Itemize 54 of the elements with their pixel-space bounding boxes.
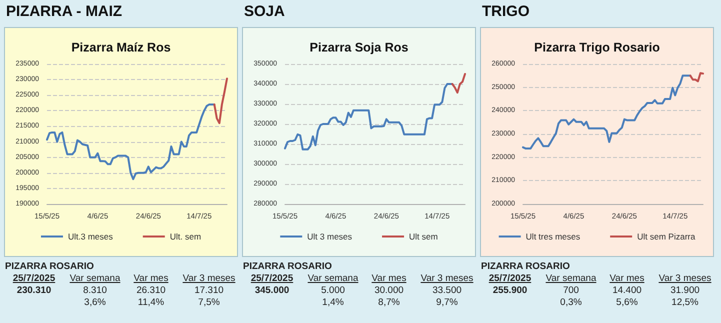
text: PIZARRA ROSARIO xyxy=(243,261,332,272)
text: Var 3 meses xyxy=(420,273,474,284)
text: 5,6% xyxy=(615,297,639,308)
text: Var mes xyxy=(608,273,646,284)
text: 9,7% xyxy=(435,297,459,308)
line-series xyxy=(451,73,466,94)
text: 25/7/2025 xyxy=(488,273,532,284)
text: 7,5% xyxy=(197,297,221,308)
text: Var mes xyxy=(370,273,408,284)
legend-label: Ult sem Pizarra xyxy=(637,232,696,242)
text: 345.000 xyxy=(254,285,290,296)
legend-label: Ult 3 meses xyxy=(307,232,352,242)
text: 17.310 xyxy=(193,285,225,296)
text: 5.000 xyxy=(320,285,346,296)
line-series xyxy=(213,78,228,124)
text: 30.000 xyxy=(373,285,405,296)
chart-title: TRIGO xyxy=(482,3,530,20)
line-series xyxy=(284,83,454,150)
text: 31.900 xyxy=(669,285,701,296)
chart-subtitle: Pizarra Trigo Rosario xyxy=(534,40,660,54)
text: 26.310 xyxy=(135,285,167,296)
line-series xyxy=(689,72,704,82)
text: Var semana xyxy=(68,273,122,284)
chart-subtitle: Pizarra Soja Ros xyxy=(310,40,408,54)
text: PIZARRA ROSARIO xyxy=(481,261,570,272)
text: 12,5% xyxy=(670,297,700,308)
text: 700 xyxy=(562,285,580,296)
text: Var mes xyxy=(132,273,170,284)
text: 11,4% xyxy=(136,297,166,308)
text: 14.400 xyxy=(611,285,643,296)
text: 1,4% xyxy=(321,297,345,308)
chart-title: PIZARRA - MAIZ xyxy=(6,3,122,20)
text: 3,6% xyxy=(83,297,107,308)
text: 25/7/2025 xyxy=(250,273,294,284)
text: PIZARRA ROSARIO xyxy=(5,261,94,272)
line-series xyxy=(46,103,216,180)
legend-label: Ult tres meses xyxy=(526,232,580,242)
text: Var 3 meses xyxy=(658,273,712,284)
text: 25/7/2025 xyxy=(12,273,56,284)
legend-label: Ult sem xyxy=(409,232,438,242)
chart-title: SOJA xyxy=(244,3,285,20)
line-series xyxy=(522,74,692,150)
text: 255.900 xyxy=(492,285,528,296)
text: Var semana xyxy=(544,273,598,284)
legend-label: Ult. sem xyxy=(170,232,202,242)
text: 0,3% xyxy=(559,297,583,308)
text: Var 3 meses xyxy=(182,273,236,284)
text: 33.500 xyxy=(431,285,463,296)
legend-label: Ult.3 meses xyxy=(68,232,113,242)
text: Var semana xyxy=(306,273,360,284)
text: 8.310 xyxy=(82,285,108,296)
text: 8,7% xyxy=(377,297,401,308)
text: 230.310 xyxy=(16,285,52,296)
chart-subtitle: Pizarra Maíz Ros xyxy=(71,40,171,54)
